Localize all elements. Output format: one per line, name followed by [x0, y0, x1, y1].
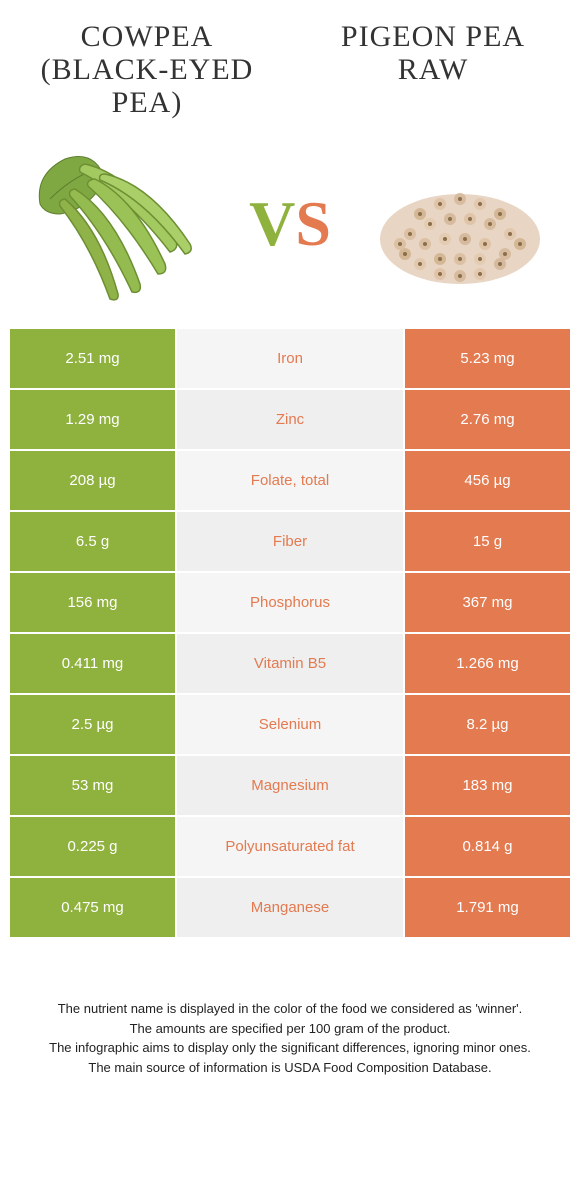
nutrient-label: Folate, total: [175, 451, 405, 510]
nutrient-row: 156 mgPhosphorus367 mg: [10, 573, 570, 634]
footer-line: The amounts are specified per 100 gram o…: [20, 1019, 560, 1039]
right-value: 1.266 mg: [405, 634, 570, 693]
nutrient-label: Magnesium: [175, 756, 405, 815]
nutrient-row: 2.51 mgIron5.23 mg: [10, 329, 570, 390]
right-value: 367 mg: [405, 573, 570, 632]
nutrient-label: Polyunsaturated fat: [175, 817, 405, 876]
nutrient-row: 0.475 mgManganese1.791 mg: [10, 878, 570, 939]
right-value: 183 mg: [405, 756, 570, 815]
right-food-title: Pigeon Pea Raw: [316, 20, 550, 119]
footer-line: The nutrient name is displayed in the co…: [20, 999, 560, 1019]
header: Cowpea (Black-Eyed Pea) Pigeon Pea Raw: [0, 0, 580, 129]
left-food-title: Cowpea (Black-Eyed Pea): [30, 20, 264, 119]
left-value: 2.5 µg: [10, 695, 175, 754]
nutrient-row: 1.29 mgZinc2.76 mg: [10, 390, 570, 451]
left-value: 0.411 mg: [10, 634, 175, 693]
nutrient-row: 53 mgMagnesium183 mg: [10, 756, 570, 817]
left-value: 208 µg: [10, 451, 175, 510]
nutrient-label: Vitamin B5: [175, 634, 405, 693]
right-value: 2.76 mg: [405, 390, 570, 449]
left-value: 1.29 mg: [10, 390, 175, 449]
pigeon-pea-image: [370, 144, 550, 304]
left-value: 0.475 mg: [10, 878, 175, 937]
nutrient-label: Fiber: [175, 512, 405, 571]
footer-notes: The nutrient name is displayed in the co…: [0, 939, 580, 1097]
left-value: 0.225 g: [10, 817, 175, 876]
images-row: VS: [0, 129, 580, 329]
left-value: 53 mg: [10, 756, 175, 815]
right-value: 5.23 mg: [405, 329, 570, 388]
nutrient-label: Manganese: [175, 878, 405, 937]
left-value: 156 mg: [10, 573, 175, 632]
cowpea-image: [30, 144, 210, 304]
nutrient-row: 6.5 gFiber15 g: [10, 512, 570, 573]
vs-label: VS: [249, 187, 331, 261]
nutrient-row: 0.225 gPolyunsaturated fat0.814 g: [10, 817, 570, 878]
nutrient-row: 2.5 µgSelenium8.2 µg: [10, 695, 570, 756]
nutrient-row: 208 µgFolate, total456 µg: [10, 451, 570, 512]
left-value: 6.5 g: [10, 512, 175, 571]
right-value: 0.814 g: [405, 817, 570, 876]
nutrient-label: Zinc: [175, 390, 405, 449]
left-value: 2.51 mg: [10, 329, 175, 388]
right-value: 15 g: [405, 512, 570, 571]
nutrient-row: 0.411 mgVitamin B51.266 mg: [10, 634, 570, 695]
right-value: 8.2 µg: [405, 695, 570, 754]
nutrient-label: Selenium: [175, 695, 405, 754]
nutrient-table: 2.51 mgIron5.23 mg1.29 mgZinc2.76 mg208 …: [10, 329, 570, 939]
footer-line: The infographic aims to display only the…: [20, 1038, 560, 1058]
footer-line: The main source of information is USDA F…: [20, 1058, 560, 1078]
nutrient-label: Iron: [175, 329, 405, 388]
right-value: 456 µg: [405, 451, 570, 510]
nutrient-label: Phosphorus: [175, 573, 405, 632]
right-value: 1.791 mg: [405, 878, 570, 937]
